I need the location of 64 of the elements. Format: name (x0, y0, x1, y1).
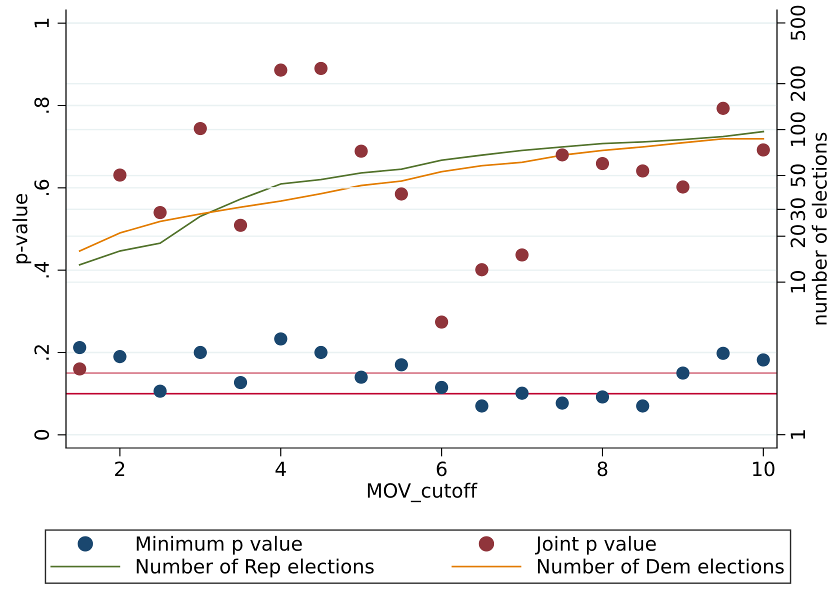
y2-tick-label: 500 (790, 6, 806, 40)
legend-label: Number of Dem elections (538, 558, 784, 574)
x-tick-label: 10 (753, 462, 774, 476)
y2-tick-label: 10 (790, 271, 806, 292)
point (154, 206, 167, 220)
x-tick-label: 8 (598, 462, 608, 476)
point (636, 164, 650, 178)
y-tick-label: .6 (34, 180, 50, 196)
y2-axis-title: number of elections (812, 132, 827, 324)
point (73, 340, 86, 354)
point (354, 370, 368, 384)
point (716, 102, 730, 115)
point (314, 346, 328, 360)
point (596, 390, 610, 404)
point (435, 315, 448, 329)
y-tick-label: 0 (34, 430, 50, 440)
point (113, 168, 126, 182)
point (556, 396, 569, 410)
point (515, 386, 529, 400)
point (676, 180, 690, 194)
y-axis-title: p-value (12, 194, 32, 264)
point (234, 218, 248, 232)
point (756, 353, 770, 366)
y-tick-label: .8 (34, 98, 50, 113)
point (435, 380, 448, 394)
x-axis-title: MOV_cutoff (368, 482, 478, 502)
y2-tick-label: 200 (790, 66, 806, 101)
point (274, 64, 288, 77)
point (154, 384, 167, 398)
point (394, 187, 408, 201)
point (354, 144, 368, 158)
y-tick-label: 1 (34, 18, 49, 28)
x-tick-label: 6 (436, 462, 447, 476)
point (756, 143, 770, 157)
point (73, 362, 86, 376)
y2-tick-label: 30 (790, 198, 806, 220)
point (636, 399, 650, 413)
point (194, 346, 207, 360)
y-tick-label: .4 (34, 262, 49, 278)
point (515, 248, 529, 262)
x-tick-label: 4 (276, 462, 286, 476)
legend-label: Joint p value (535, 536, 656, 555)
y2-tick-label: 1 (790, 430, 805, 439)
legend-label: Minimum p value (136, 536, 302, 555)
line-series (78, 130, 764, 266)
point (556, 148, 569, 162)
x-tick-label: 2 (115, 462, 124, 476)
point (274, 332, 288, 346)
point (314, 62, 328, 76)
point (394, 358, 408, 372)
y2-tick-label: 20 (790, 225, 806, 248)
line-series (78, 138, 764, 252)
point (676, 366, 690, 380)
y2-tick-label: 100 (790, 112, 806, 146)
point (194, 122, 207, 136)
y-tick-label: .2 (34, 345, 49, 360)
legend-label: Number of Rep elections (136, 558, 374, 578)
point (234, 376, 248, 390)
y2-tick-label: 50 (790, 164, 806, 186)
point (475, 399, 488, 413)
point (113, 350, 126, 364)
point (596, 156, 610, 170)
point (475, 263, 488, 276)
point (716, 346, 730, 360)
